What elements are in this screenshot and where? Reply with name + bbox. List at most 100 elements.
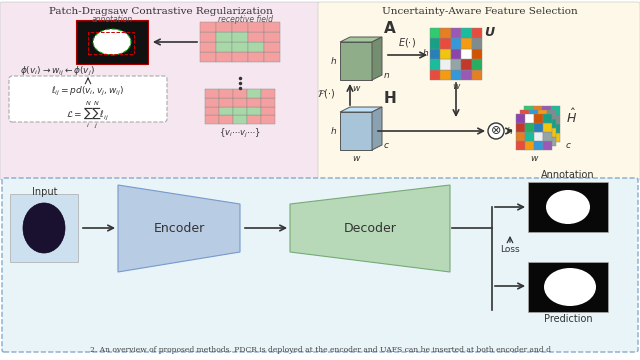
Bar	[10, 194, 78, 262]
Bar	[216, 22, 232, 32]
Bar	[528, 262, 608, 312]
Bar	[520, 128, 529, 137]
Text: w: w	[352, 84, 360, 93]
Bar	[261, 98, 275, 107]
Bar	[451, 49, 461, 59]
Bar	[547, 128, 556, 137]
Polygon shape	[372, 37, 382, 80]
Bar	[534, 132, 543, 141]
Text: $\phi(v_i) \rightarrow w_{ij} \leftarrow \phi(v_j)$: $\phi(v_i) \rightarrow w_{ij} \leftarrow…	[20, 65, 95, 78]
Bar	[542, 115, 551, 124]
Bar	[200, 52, 216, 62]
Polygon shape	[118, 185, 240, 272]
Text: $\ell_{ij} = pd(v_i, v_j, w_{ij})$: $\ell_{ij} = pd(v_i, v_j, w_{ij})$	[51, 85, 125, 98]
Bar	[525, 114, 534, 123]
Polygon shape	[340, 107, 382, 112]
Bar	[232, 32, 248, 42]
Text: H: H	[384, 91, 397, 106]
Polygon shape	[290, 185, 450, 272]
Bar	[534, 141, 543, 150]
Text: $\otimes$: $\otimes$	[490, 125, 502, 138]
Bar	[440, 69, 451, 80]
Bar	[520, 119, 529, 128]
Bar	[440, 59, 451, 69]
Bar	[551, 133, 560, 142]
Bar	[233, 107, 247, 115]
Bar	[516, 114, 525, 123]
Ellipse shape	[546, 190, 590, 224]
Bar	[248, 42, 264, 52]
Text: h: h	[330, 57, 336, 66]
Bar	[88, 32, 134, 54]
Bar	[216, 42, 232, 52]
Bar	[533, 106, 542, 115]
Bar	[538, 137, 547, 146]
Bar	[440, 39, 451, 49]
Bar	[430, 49, 440, 59]
Bar	[219, 89, 233, 98]
Text: h: h	[330, 126, 336, 135]
Text: Uncertainty-Aware Feature Selection: Uncertainty-Aware Feature Selection	[382, 7, 578, 16]
Bar	[261, 89, 275, 98]
Bar	[543, 141, 552, 150]
Bar	[472, 39, 482, 49]
Bar	[219, 115, 233, 124]
Bar	[205, 89, 219, 98]
Bar	[461, 49, 472, 59]
Bar	[233, 115, 247, 124]
Bar	[528, 182, 608, 232]
Bar	[76, 20, 148, 64]
Bar	[264, 32, 280, 42]
Text: Decoder: Decoder	[344, 221, 396, 234]
Bar	[525, 123, 534, 132]
Bar	[472, 59, 482, 69]
Bar	[516, 123, 525, 132]
Bar	[547, 110, 556, 119]
Bar	[533, 124, 542, 133]
Bar	[430, 28, 440, 39]
Bar	[525, 141, 534, 150]
Text: annotation: annotation	[92, 15, 132, 24]
Circle shape	[488, 123, 504, 139]
Bar	[430, 59, 440, 69]
Bar	[516, 132, 525, 141]
Text: $\mathcal{F}(\cdot)$: $\mathcal{F}(\cdot)$	[317, 87, 335, 100]
FancyBboxPatch shape	[2, 178, 638, 352]
Bar	[451, 59, 461, 69]
Bar	[472, 28, 482, 39]
Bar	[451, 28, 461, 39]
Bar	[233, 89, 247, 98]
Bar	[551, 124, 560, 133]
Bar	[461, 59, 472, 69]
Text: Loss: Loss	[500, 244, 520, 253]
Bar	[232, 42, 248, 52]
Bar	[538, 128, 547, 137]
Bar	[543, 123, 552, 132]
Bar	[551, 106, 560, 115]
Polygon shape	[340, 37, 382, 42]
Bar	[248, 22, 264, 32]
Bar	[440, 28, 451, 39]
Ellipse shape	[93, 29, 131, 55]
Bar	[247, 89, 261, 98]
Bar	[543, 132, 552, 141]
Bar	[542, 133, 551, 142]
Bar	[520, 110, 529, 119]
Bar	[261, 115, 275, 124]
Text: c: c	[566, 141, 571, 150]
Bar	[247, 98, 261, 107]
Bar	[205, 107, 219, 115]
Bar	[247, 107, 261, 115]
Text: w: w	[452, 82, 460, 91]
Bar	[200, 32, 216, 42]
Bar	[524, 115, 533, 124]
Bar	[547, 137, 556, 146]
Text: c: c	[384, 140, 389, 149]
Text: n: n	[384, 71, 390, 80]
Bar	[551, 115, 560, 124]
Text: $\{v_i \cdots v_j \cdots\}$: $\{v_i \cdots v_j \cdots\}$	[219, 127, 261, 140]
Text: Encoder: Encoder	[154, 221, 205, 234]
Text: Input: Input	[32, 187, 58, 197]
Bar	[534, 114, 543, 123]
Bar	[247, 115, 261, 124]
